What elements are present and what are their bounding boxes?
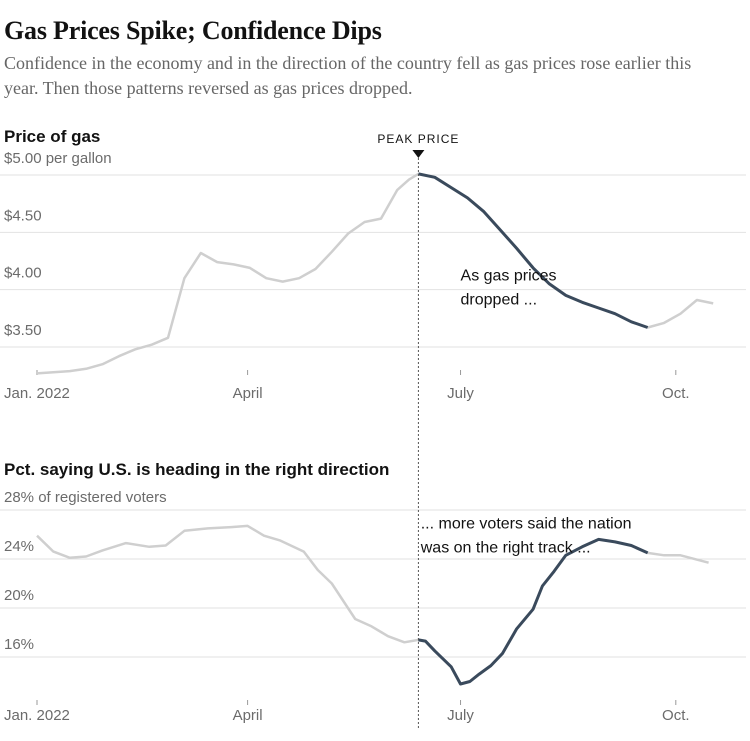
series-line-muted — [36, 172, 420, 375]
series-line-muted — [647, 298, 714, 329]
y-tick-label: $5.00 per gallon — [4, 150, 112, 167]
annotation-line: As gas prices — [461, 267, 557, 284]
chart-title: Price of gas — [4, 127, 100, 146]
y-tick-label: 16% — [4, 636, 34, 653]
x-tick-label: Jan. 2022 — [4, 385, 70, 402]
x-tick-label: July — [447, 385, 474, 402]
y-tick-label: 28% of registered voters — [4, 489, 167, 506]
series-line-muted — [647, 551, 709, 564]
series-line-muted — [36, 524, 419, 644]
dek: Confidence in the economy and in the dir… — [4, 53, 692, 98]
x-tick-label: Jan. 2022 — [4, 707, 70, 724]
headline: Gas Prices Spike; Confidence Dips — [4, 16, 382, 45]
annotation-line: ... more voters said the nation — [421, 515, 632, 532]
y-tick-label: 24% — [4, 538, 34, 555]
series-line-highlight — [418, 537, 649, 686]
y-tick-label: 20% — [4, 587, 34, 604]
y-tick-label: $3.50 — [4, 322, 42, 339]
x-tick-label: April — [233, 385, 263, 402]
annotation-line: was on the right track ... — [420, 539, 591, 556]
y-tick-label: $4.50 — [4, 207, 42, 224]
x-tick-label: Oct. — [662, 385, 690, 402]
annotation-line: dropped ... — [461, 291, 538, 308]
y-tick-label: $4.00 — [4, 265, 42, 282]
x-tick-label: April — [233, 707, 263, 724]
x-tick-label: July — [447, 707, 474, 724]
series-line-highlight — [418, 172, 649, 329]
x-tick-label: Oct. — [662, 707, 690, 724]
peak-price-label: PEAK PRICE — [377, 132, 459, 146]
chart-title: Pct. saying U.S. is heading in the right… — [4, 460, 389, 479]
chart-panel-2: Pct. saying U.S. is heading in the right… — [0, 460, 746, 724]
chart-panel-1: Price of gas $5.00 per gallon $4.50 $4.00 $3… — [0, 127, 746, 402]
peak-marker-triangle — [412, 150, 425, 158]
